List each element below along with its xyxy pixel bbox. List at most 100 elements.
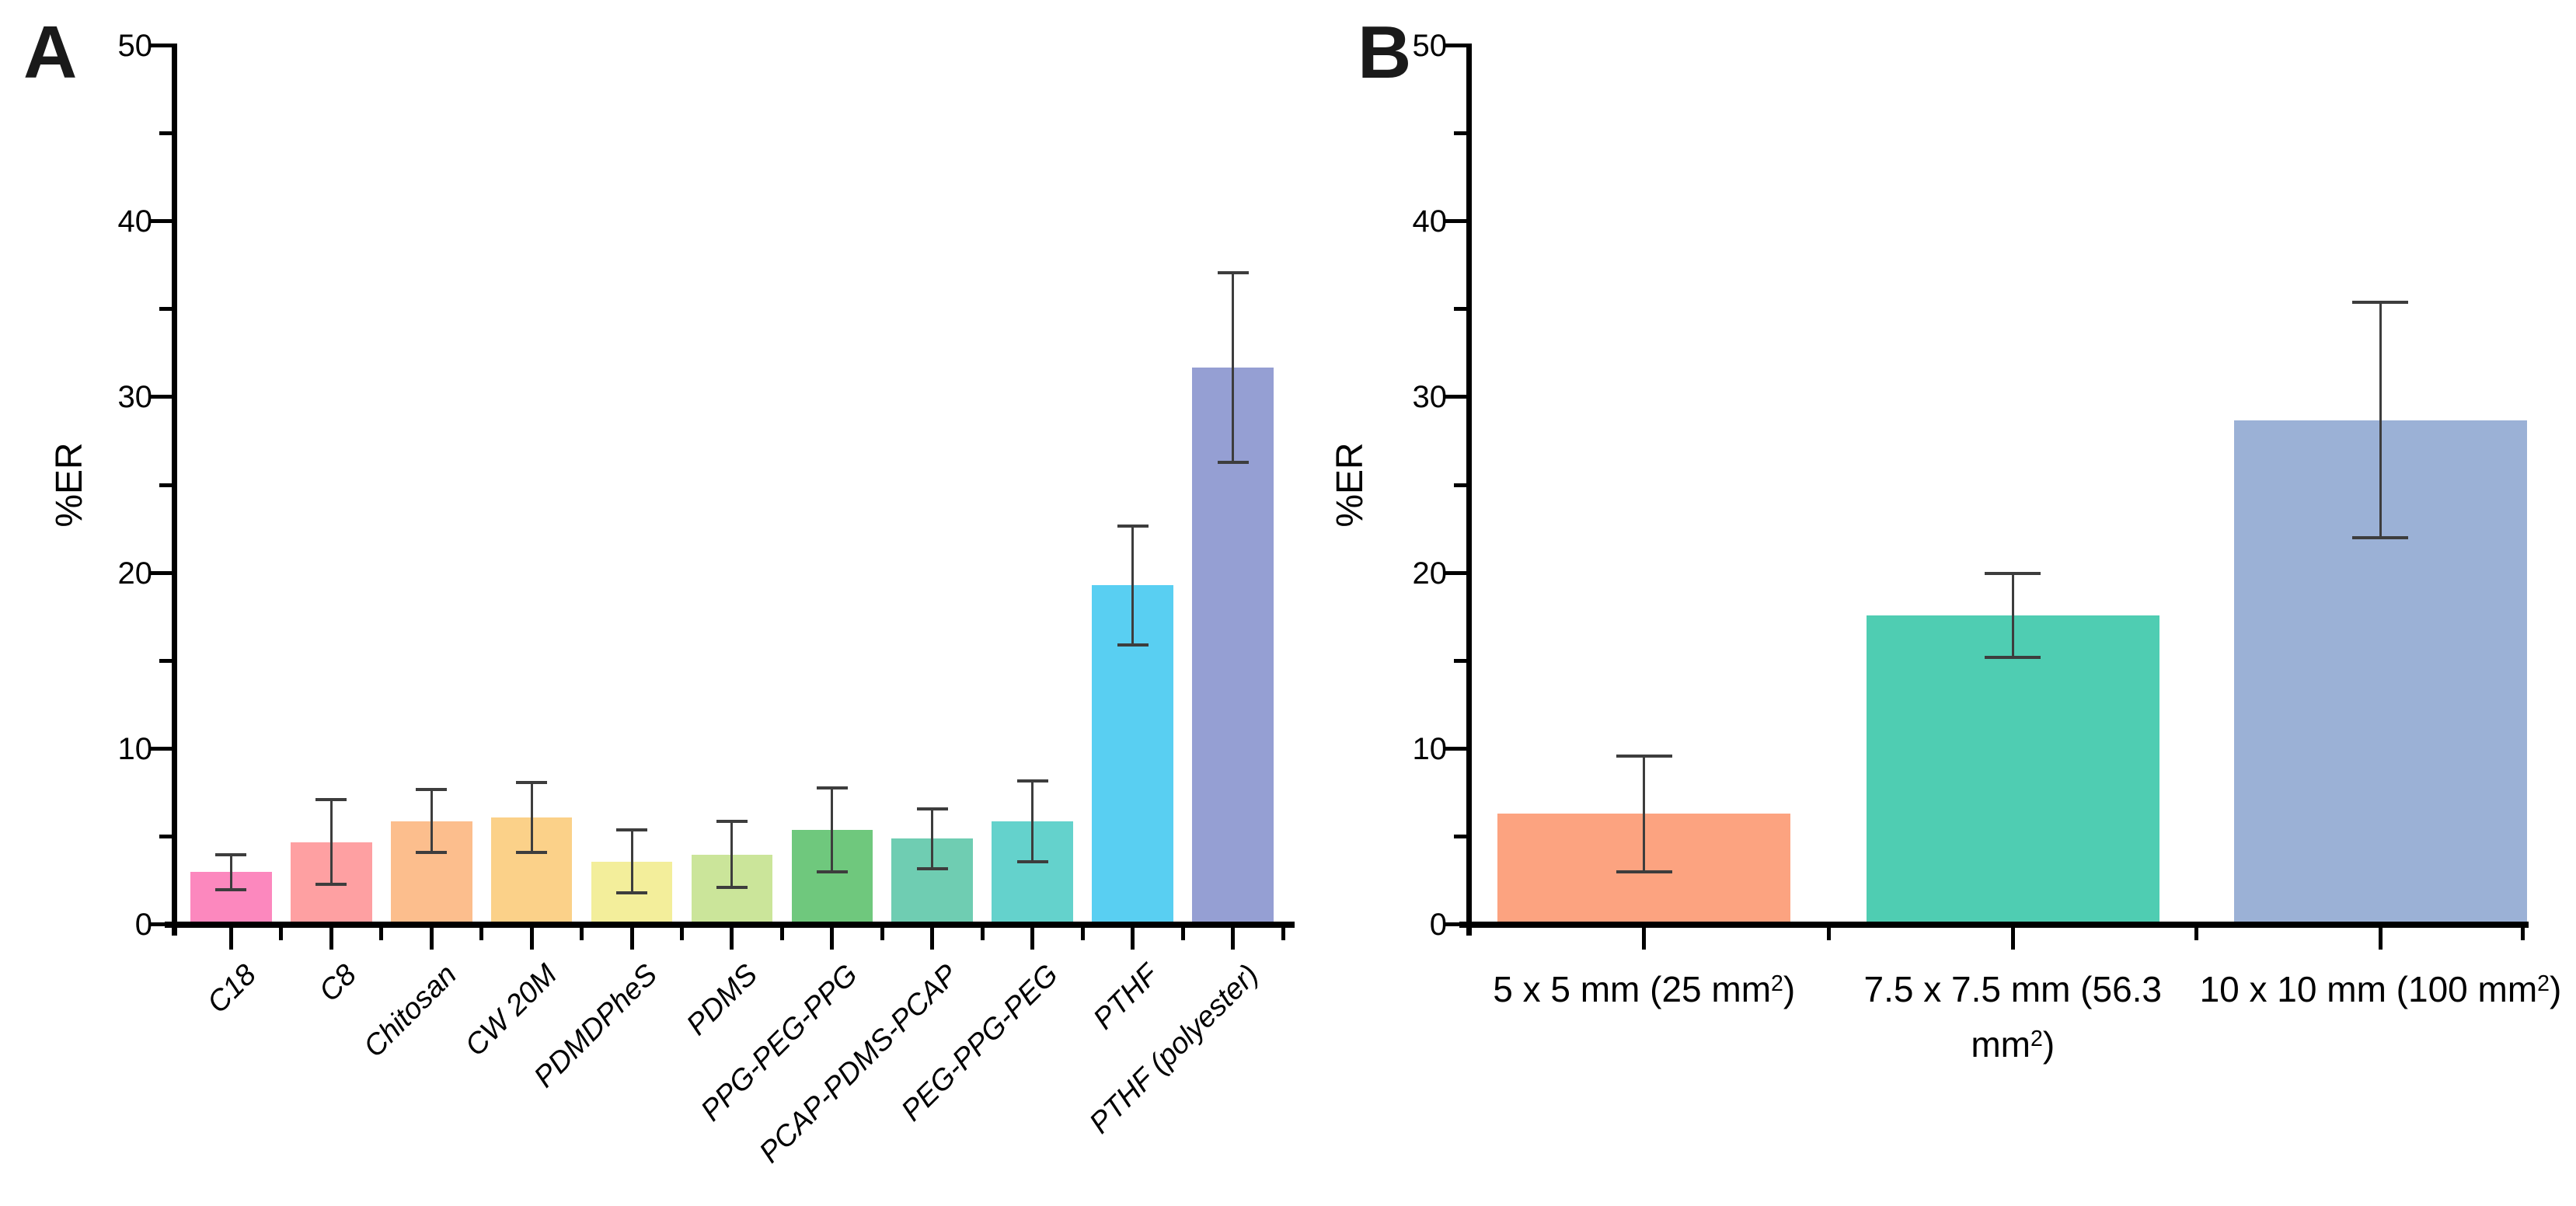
panel-b-x-axis bbox=[1459, 922, 2529, 928]
error-bar-PTHF bbox=[1131, 525, 1135, 646]
panel-b-x-tick-0 bbox=[1642, 928, 1647, 950]
panel-a-y-tick-label-0: 0 bbox=[134, 908, 152, 942]
panel-b-y-tick-40 bbox=[1445, 219, 1466, 224]
panel-a-y-tick-10 bbox=[150, 746, 172, 751]
error-cap-top-PTHF bbox=[1117, 524, 1149, 528]
panel-b-y-tick-label-50: 50 bbox=[1412, 29, 1448, 63]
panel-a-y-axis bbox=[172, 44, 177, 936]
error-cap-bottom-PDMS bbox=[716, 886, 748, 890]
error-cap-top-PTHF (polyester) bbox=[1217, 270, 1249, 274]
panel-b-letter: B bbox=[1358, 11, 1412, 94]
panel-a-x-tick-9 bbox=[1131, 928, 1135, 950]
error-cap-top-CW 20M bbox=[516, 780, 548, 784]
panel-b-y-axis bbox=[1466, 44, 1472, 936]
panel-a-y-tick-25 bbox=[159, 483, 172, 487]
bar-7.5 x 7.5 mm (56.3 mm²) bbox=[1866, 615, 2159, 926]
error-cap-top-Chitosan bbox=[416, 787, 448, 791]
panel-b-y-tick-20 bbox=[1445, 570, 1466, 575]
panel-a-y-tick-label-50: 50 bbox=[117, 29, 153, 63]
error-bar-PDMDPheS bbox=[630, 829, 633, 894]
panel-a-x-tick-1 bbox=[329, 928, 333, 950]
panel-a-letter: A bbox=[23, 11, 78, 94]
panel-b-y-tick-label-40: 40 bbox=[1412, 204, 1448, 239]
panel-a-y-tick-15 bbox=[159, 658, 172, 663]
error-cap-top-5 x 5 mm (25 mm²) bbox=[1616, 754, 1672, 758]
panel-b-y-tick-10 bbox=[1445, 746, 1466, 751]
error-cap-top-7.5 x 7.5 mm (56.3 mm²) bbox=[1985, 571, 2041, 575]
x-axis-label-PTHF (polyester): PTHF (polyester) bbox=[1083, 958, 1265, 1141]
panel-a-x-tick-10 bbox=[1231, 928, 1236, 950]
panel-a-y-tick-label-30: 30 bbox=[117, 380, 153, 415]
error-bar-PTHF (polyester) bbox=[1232, 272, 1235, 463]
panel-a-x-axis bbox=[165, 922, 1295, 928]
x-axis-label-C8: C8 bbox=[312, 958, 364, 1009]
error-cap-top-C18 bbox=[215, 852, 247, 856]
panel-a-x-tick-8 bbox=[1030, 928, 1035, 950]
error-bar-PPG-PEG-PPG bbox=[831, 787, 834, 873]
panel-b-y-tick-5 bbox=[1454, 834, 1466, 838]
error-cap-top-10 x 10 mm (100 mm²) bbox=[2352, 301, 2409, 305]
error-cap-top-PDMS bbox=[716, 819, 748, 823]
error-cap-bottom-PPG-PEG-PPG bbox=[816, 870, 848, 874]
panel-a-x-tick-3 bbox=[529, 928, 534, 950]
error-bar-PDMS bbox=[730, 821, 734, 888]
panel-b-y-tick-label-20: 20 bbox=[1412, 556, 1448, 591]
x-axis-label-line: 10 x 10 mm (100 mm2) bbox=[2199, 969, 2562, 1009]
error-cap-bottom-PDMDPheS bbox=[616, 891, 647, 895]
error-cap-bottom-PEG-PPG-PEG bbox=[1016, 859, 1048, 863]
panel-b-x-minor-tick-1 bbox=[2194, 928, 2199, 940]
panel-a-y-tick-label-20: 20 bbox=[117, 556, 153, 591]
error-cap-top-PCAP-PDMS-PCAP bbox=[916, 807, 948, 810]
panel-b-x-minor-tick-end bbox=[2520, 928, 2525, 940]
superscript-2: 2 bbox=[2030, 1026, 2043, 1052]
x-axis-label-line: mm2) bbox=[1971, 1024, 2055, 1065]
panel-a-x-minor-tick-2 bbox=[479, 928, 484, 940]
x-axis-label-7.5 x 7.5 mm (56.3 mm²): 7.5 x 7.5 mm (56.3 mm2) bbox=[1779, 962, 2246, 1073]
error-cap-bottom-C8 bbox=[315, 882, 347, 886]
panel-b-y-axis-label: %ER bbox=[1330, 442, 1371, 528]
panel-a-x-tick-6 bbox=[830, 928, 835, 950]
panel-b-x-tick-1 bbox=[2010, 928, 2015, 950]
superscript-2: 2 bbox=[1771, 971, 1783, 996]
panel-a-y-tick-5 bbox=[159, 834, 172, 838]
error-bar-C8 bbox=[329, 800, 333, 884]
panel-a-y-tick-label-10: 10 bbox=[117, 731, 153, 766]
error-cap-bottom-CW 20M bbox=[516, 851, 548, 855]
error-cap-bottom-5 x 5 mm (25 mm²) bbox=[1616, 870, 1672, 874]
panel-a-y-tick-35 bbox=[159, 307, 172, 312]
error-cap-bottom-Chitosan bbox=[416, 851, 448, 855]
error-bar-7.5 x 7.5 mm (56.3 mm²) bbox=[2011, 573, 2014, 658]
panel-a-x-tick-7 bbox=[930, 928, 935, 950]
error-cap-bottom-PTHF bbox=[1117, 643, 1149, 647]
panel-b-y-tick-25 bbox=[1454, 483, 1466, 487]
panel-b-y-tick-label-0: 0 bbox=[1429, 908, 1447, 942]
error-cap-top-C8 bbox=[315, 798, 347, 802]
panel-a-x-minor-tick-4 bbox=[680, 928, 684, 940]
panel-a-y-tick-50 bbox=[150, 44, 172, 47]
x-axis-label-line: 7.5 x 7.5 mm (56.3 bbox=[1863, 969, 2163, 1009]
error-cap-top-PDMDPheS bbox=[616, 828, 647, 831]
panel-a-y-tick-label-40: 40 bbox=[117, 204, 153, 239]
error-bar-CW 20M bbox=[530, 782, 533, 853]
error-cap-top-PEG-PPG-PEG bbox=[1016, 779, 1048, 783]
panel-a-y-tick-40 bbox=[150, 219, 172, 224]
superscript-2: 2 bbox=[2537, 971, 2550, 996]
panel-b-y-tick-15 bbox=[1454, 658, 1466, 663]
panel-a-x-minor-tick-5 bbox=[779, 928, 784, 940]
x-axis-label-C18: C18 bbox=[201, 958, 263, 1020]
x-axis-label-CW 20M: CW 20M bbox=[458, 958, 564, 1063]
panel-a-x-minor-tick-7 bbox=[980, 928, 985, 940]
x-axis-label-PCAP-PDMS-PCAP: PCAP-PDMS-PCAP bbox=[753, 958, 964, 1169]
error-bar-10 x 10 mm (100 mm²) bbox=[2379, 302, 2382, 539]
panel-a-y-tick-30 bbox=[150, 395, 172, 399]
panel-a-x-minor-tick-end bbox=[1281, 928, 1285, 940]
panel-b-y-tick-50 bbox=[1445, 44, 1466, 47]
panel-a-x-tick-0 bbox=[228, 928, 233, 950]
x-axis-label-PTHF: PTHF bbox=[1087, 958, 1165, 1037]
error-bar-5 x 5 mm (25 mm²) bbox=[1643, 755, 1646, 873]
panel-a-x-minor-tick-3 bbox=[580, 928, 584, 940]
panel-b-x-tick-2 bbox=[2378, 928, 2383, 950]
panel-a-x-minor-tick-1 bbox=[379, 928, 384, 940]
panel-a-y-tick-20 bbox=[150, 570, 172, 575]
